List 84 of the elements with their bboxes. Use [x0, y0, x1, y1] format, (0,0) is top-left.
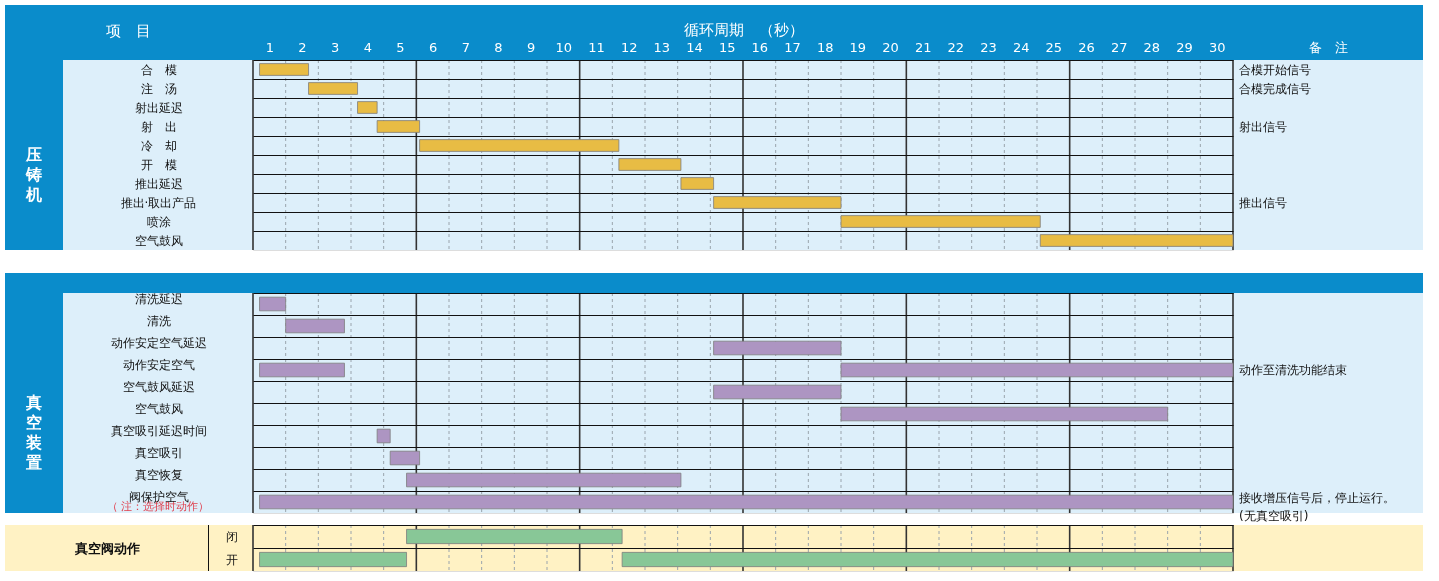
x-tick-label: 30: [1208, 39, 1226, 55]
x-tick-label: 16: [751, 39, 769, 55]
bar: [840, 362, 1234, 378]
x-tick-label: 26: [1078, 39, 1095, 55]
text: 接收增压信号后，停止运行。 (无真空吸引): [1239, 491, 1395, 523]
y-tick-label: 动作安定空气: [122, 358, 195, 372]
x-tick-label: 29: [1176, 39, 1193, 55]
bar: [713, 196, 842, 209]
y-tick-label: 清洗延迟: [134, 292, 183, 306]
bar: [259, 296, 287, 312]
text: 射出信号: [1239, 119, 1287, 134]
x-tick-label: 28: [1143, 39, 1161, 55]
text: 真空装置: [25, 393, 42, 472]
y-tick-label: 空气鼓风: [134, 233, 183, 248]
y-tick-label: 闭: [225, 529, 238, 544]
bar: [259, 362, 345, 378]
y-tick-label: 真空吸引: [134, 446, 183, 460]
y-tick-label: 推出·取出产品: [120, 195, 197, 210]
bar: [376, 428, 391, 444]
x-tick-label: 14: [686, 39, 703, 55]
y-tick-label: 开 模: [140, 157, 177, 172]
x-tick-label: 8: [494, 39, 503, 55]
x-tick-label: 21: [914, 39, 932, 55]
bar: [713, 340, 842, 356]
x-tick-label: 1: [265, 39, 274, 55]
y-tick-label: 推出延迟: [134, 176, 183, 191]
bar: [376, 120, 420, 133]
x-tick-label: 6: [429, 39, 438, 55]
x-tick-label: 18: [816, 39, 834, 55]
bar: [618, 158, 682, 171]
y-tick-label: 合 模: [140, 62, 177, 77]
bar: [713, 384, 842, 400]
y-tick-label: 喷涂: [146, 214, 171, 229]
y-tick-label: 空气鼓风: [134, 402, 183, 416]
bar: [419, 139, 620, 152]
x-tick-label: 23: [980, 39, 997, 55]
text: 合模开始信号: [1239, 62, 1311, 77]
y-tick-label: 真空吸引延迟时间: [110, 424, 207, 438]
x-tick-label: 11: [588, 39, 605, 55]
y-tick-label: 动作安定空气延迟: [110, 336, 207, 350]
y2-axis-title: 备 注: [1308, 40, 1348, 55]
bar: [406, 472, 682, 488]
bar: [259, 494, 1234, 510]
bar: [1039, 234, 1234, 247]
y-tick-label: 开: [225, 552, 238, 567]
y-axis-title: 真空阀动作: [74, 540, 140, 556]
bar: [285, 318, 345, 334]
y-tick-label: 空气鼓风延迟: [122, 380, 195, 394]
x-tick-label: 13: [653, 39, 671, 55]
y-tick-label: 冷 却: [140, 138, 177, 153]
bar: [680, 177, 714, 190]
bar: [308, 82, 358, 95]
text: 动作至清洗功能结束: [1239, 363, 1347, 377]
text: 推出信号: [1239, 195, 1287, 210]
x-tick-label: 15: [718, 39, 736, 55]
x-tick-label: 24: [1012, 39, 1030, 55]
bar: [389, 450, 420, 466]
x-tick-label: 4: [363, 39, 372, 55]
x-tick-label: 9: [527, 39, 536, 55]
bar: [840, 215, 1041, 228]
x-tick-label: 19: [849, 39, 867, 55]
y-axis-title: 项 目: [106, 21, 151, 40]
x-tick-label: 25: [1045, 39, 1063, 55]
x-tick-label: 27: [1110, 39, 1128, 55]
y-tick-label: 射 出: [140, 119, 177, 134]
bar: [357, 101, 378, 114]
text: 压铸机: [25, 145, 42, 204]
x-tick-label: 22: [947, 39, 965, 55]
x-tick-label: 20: [882, 39, 899, 55]
x-tick-label: 17: [784, 39, 801, 55]
x-tick-label: 10: [555, 39, 573, 55]
x-tick-label: 2: [298, 39, 307, 55]
y-tick-label: 真空恢复: [134, 468, 183, 482]
x-tick-label: 12: [620, 39, 638, 55]
x-axis-title: 循环周期 （秒）: [683, 20, 804, 39]
y-tick-label: 注 汤: [140, 81, 177, 96]
text: 合模完成信号: [1239, 81, 1311, 96]
bar: [840, 406, 1169, 422]
y-tick-label: 清洗: [146, 314, 171, 328]
y-tick-label: 射出延迟: [134, 100, 183, 115]
bar: [259, 63, 309, 76]
x-tick-label: 5: [396, 39, 405, 55]
x-tick-label: 7: [461, 39, 470, 55]
x-tick-label: 3: [331, 39, 340, 55]
